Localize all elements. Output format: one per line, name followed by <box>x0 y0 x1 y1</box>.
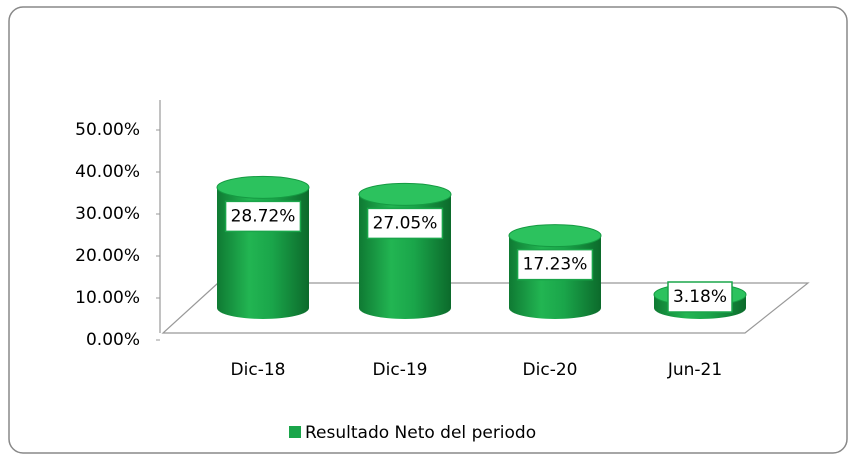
x-tick-label: Dic-20 <box>523 360 578 380</box>
legend-swatch <box>289 426 301 438</box>
x-tick-label: Dic-18 <box>231 360 286 380</box>
data-label-box <box>667 281 733 313</box>
bar-top <box>508 224 602 248</box>
data-label-box <box>366 207 444 240</box>
data-label: 27.05% <box>373 213 438 233</box>
data-label: 17.23% <box>523 255 588 275</box>
y-tick-label: 50.00% <box>75 120 140 140</box>
data-label: 3.18% <box>673 287 727 307</box>
legend-label: Resultado Neto del periodo <box>305 423 536 443</box>
y-tick-label: 0.00% <box>86 330 140 350</box>
y-tick-label: 40.00% <box>75 162 140 182</box>
floor <box>161 282 810 334</box>
bar-top <box>358 182 452 206</box>
x-tick-label: Dic-19 <box>373 360 428 380</box>
y-tick-label: 10.00% <box>75 288 140 308</box>
y-tick-label: 20.00% <box>75 246 140 266</box>
data-label-box <box>224 200 302 233</box>
data-label: 28.72% <box>231 206 296 226</box>
data-label-box <box>516 248 594 281</box>
y-tick-label: 30.00% <box>75 204 140 224</box>
bar-top <box>216 175 310 199</box>
x-tick-label: Jun-21 <box>667 360 722 380</box>
